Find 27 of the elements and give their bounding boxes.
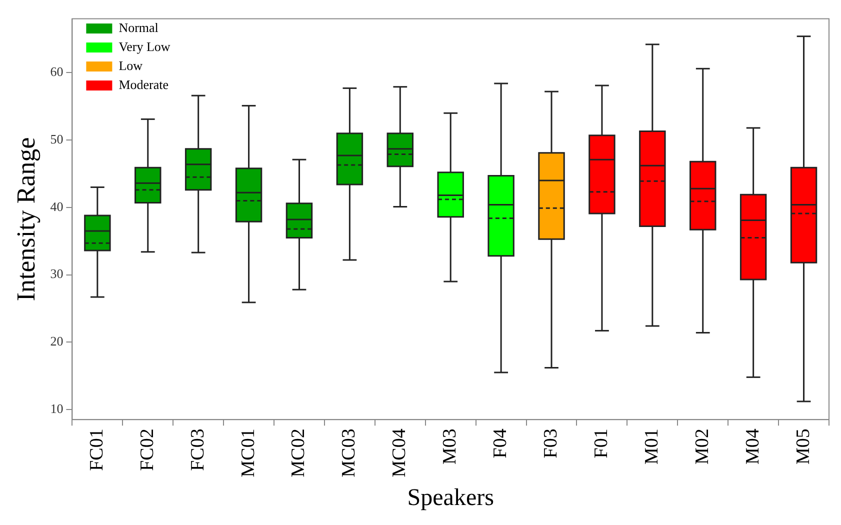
y-axis-title: Intensity Range (11, 137, 40, 302)
x-tick-label: MC04 (389, 428, 410, 478)
y-tick-label: 50 (50, 131, 64, 146)
legend-label: Moderate (118, 76, 169, 92)
x-tick-label: M04 (742, 428, 764, 465)
y-tick-label: 60 (50, 64, 64, 80)
x-tick-label: MC03 (338, 428, 360, 478)
x-tick-label: F04 (490, 428, 512, 458)
x-tick-label: M01 (641, 428, 662, 465)
legend-label: Low (118, 58, 144, 73)
x-axis-title: Speakers (407, 484, 494, 511)
x-tick-label: FC03 (187, 428, 208, 471)
legend-label: Normal (118, 20, 159, 35)
y-tick-label: 10 (50, 400, 64, 416)
legend-label: Very Low (118, 38, 171, 54)
y-tick-label: 40 (50, 198, 64, 214)
x-tick-label: M03 (440, 428, 461, 465)
x-tick-label: MC02 (288, 428, 310, 478)
y-tick-label: 20 (50, 334, 64, 349)
x-tick-label: M02 (692, 428, 713, 465)
x-tick-label: FC01 (86, 428, 108, 471)
y-tick-label: 30 (50, 266, 64, 282)
x-tick-label: MC01 (238, 428, 259, 478)
x-tick-label: FC02 (136, 428, 158, 471)
x-tick-label: M05 (792, 428, 814, 465)
x-tick-label: F03 (540, 428, 562, 458)
x-tick-label: F01 (590, 428, 612, 458)
